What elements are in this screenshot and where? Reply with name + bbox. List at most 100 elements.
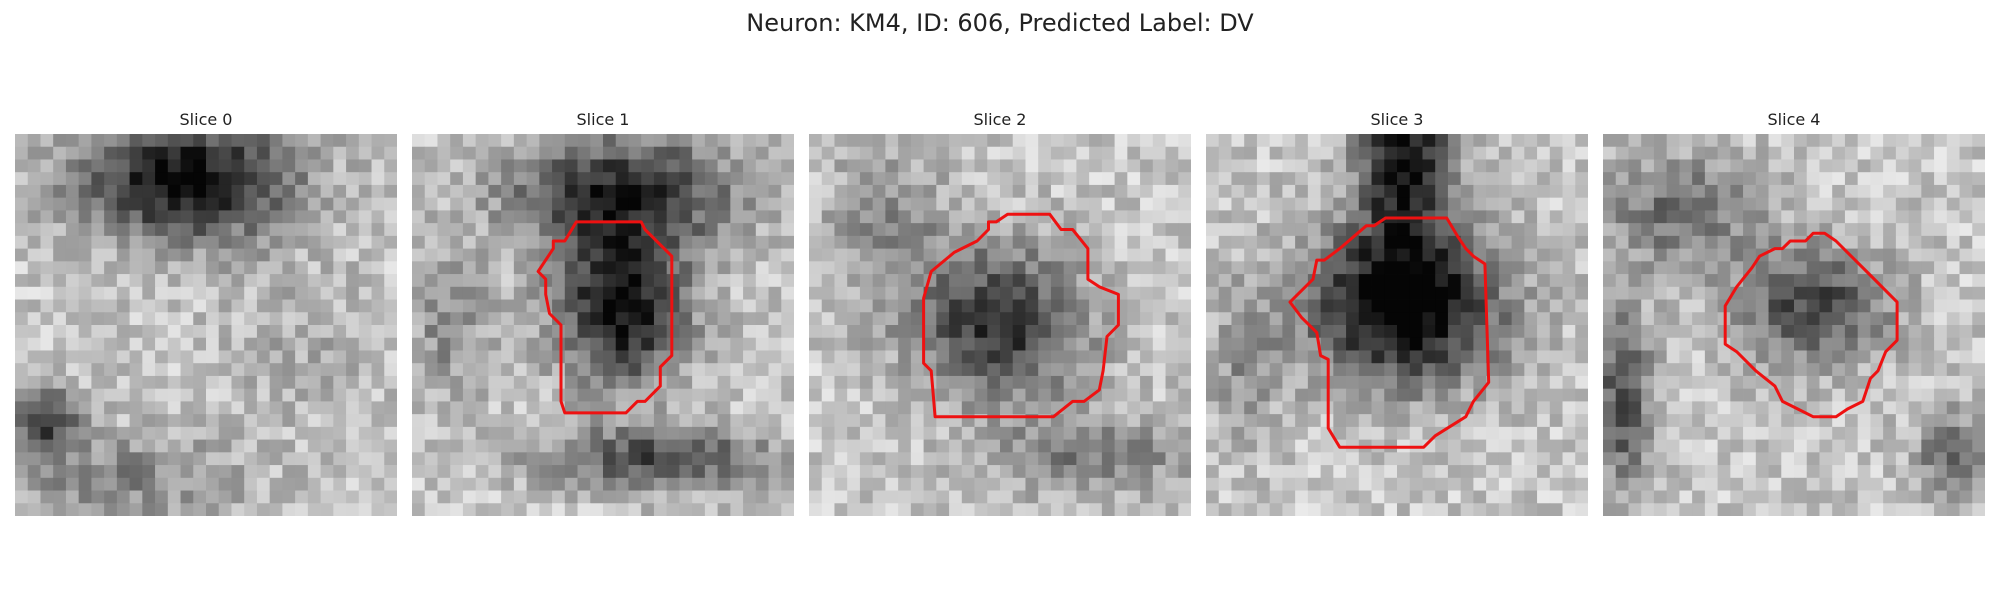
pixel: [809, 235, 823, 249]
pixel: [1307, 490, 1321, 504]
pixel: [1717, 172, 1731, 186]
pixel: [1320, 184, 1334, 199]
pixel: [116, 134, 130, 148]
pixel: [1641, 197, 1655, 211]
pixel: [1934, 337, 1948, 351]
pixel: [15, 159, 29, 173]
pixel: [666, 210, 680, 224]
pixel: [628, 439, 642, 453]
pixel: [424, 363, 438, 377]
pixel: [717, 337, 731, 351]
pixel: [1666, 337, 1680, 351]
pixel: [1473, 337, 1487, 351]
pixel: [1972, 375, 1985, 390]
pixel: [1486, 414, 1500, 428]
pixel: [885, 325, 899, 339]
pixel: [1000, 261, 1014, 275]
pixel: [1333, 223, 1347, 237]
pixel: [1114, 414, 1128, 428]
pixel: [320, 414, 334, 428]
pixel: [488, 184, 502, 199]
pixel: [1562, 261, 1576, 275]
pixel: [1231, 337, 1245, 351]
pixel: [475, 184, 489, 199]
pixel: [743, 452, 757, 466]
pixel: [1768, 286, 1782, 300]
pixel: [1269, 274, 1283, 288]
pixel: [628, 146, 642, 160]
pixel: [781, 286, 794, 300]
pixel: [872, 286, 886, 300]
pixel: [412, 172, 426, 186]
pixel: [809, 248, 823, 262]
pixel: [1307, 210, 1321, 224]
pixel: [1895, 477, 1909, 491]
pixel: [1114, 261, 1128, 275]
pixel: [65, 286, 80, 300]
segmentation-outline-4: [1723, 231, 1899, 419]
pixel: [193, 350, 207, 364]
pixel: [539, 477, 553, 491]
pixel: [193, 325, 207, 339]
pixel: [704, 134, 718, 148]
pixel: [1653, 350, 1668, 364]
pixel: [730, 426, 744, 440]
pixel: [1025, 477, 1039, 491]
pixel: [307, 159, 321, 173]
pixel: [65, 325, 80, 339]
pixel: [1038, 210, 1052, 224]
pixel: [78, 325, 92, 339]
pixel: [1282, 426, 1296, 440]
pixel: [1730, 337, 1744, 351]
pixel: [1819, 248, 1833, 262]
pixel: [424, 210, 438, 224]
pixel: [577, 159, 591, 173]
pixel: [1679, 261, 1693, 275]
pixel: [53, 261, 67, 275]
pixel: [40, 312, 54, 326]
pixel: [1498, 439, 1512, 453]
pixel: [244, 299, 258, 313]
pixel: [218, 172, 232, 186]
pixel: [809, 134, 823, 148]
pixel: [1511, 439, 1525, 453]
pixel: [256, 401, 271, 415]
pixel: [1025, 146, 1039, 160]
pixel: [1959, 350, 1973, 364]
pixel: [1320, 299, 1334, 313]
pixel: [1524, 286, 1538, 300]
pixel: [1397, 159, 1411, 173]
pixel: [142, 414, 156, 428]
pixel: [781, 235, 794, 249]
pixel: [1511, 452, 1525, 466]
pixel: [1755, 350, 1769, 364]
pixel: [539, 426, 553, 440]
pixel: [116, 184, 130, 199]
pixel: [1615, 286, 1629, 300]
pixel: [1870, 184, 1884, 199]
pixel: [513, 465, 527, 479]
pixel: [1165, 452, 1179, 466]
pixel: [295, 426, 309, 440]
pixel: [358, 503, 372, 516]
pixel: [282, 363, 296, 377]
pixel: [821, 184, 835, 199]
pixel: [1883, 337, 1897, 351]
pixel: [180, 184, 194, 199]
pixel: [1473, 465, 1487, 479]
pixel: [1575, 299, 1588, 313]
pixel: [1244, 452, 1258, 466]
pixel: [743, 388, 757, 402]
pixel: [1832, 465, 1846, 479]
pixel: [781, 159, 794, 173]
pixel: [1704, 286, 1718, 300]
pixel: [1934, 414, 1948, 428]
pixel: [488, 261, 502, 275]
pixel: [1537, 134, 1551, 148]
pixel: [78, 401, 92, 415]
pixel: [910, 223, 924, 237]
pixel: [1870, 248, 1884, 262]
pixel: [358, 312, 372, 326]
pixel: [1692, 223, 1706, 237]
pixel: [1743, 210, 1757, 224]
